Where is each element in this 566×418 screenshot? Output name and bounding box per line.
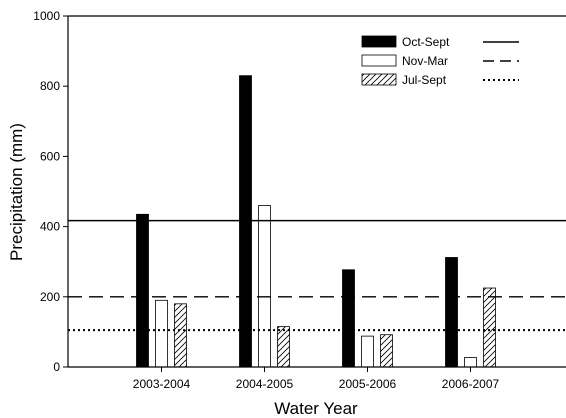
y-tick-label: 400 — [40, 220, 60, 234]
bar-nov-mar — [155, 299, 168, 368]
legend-label: Jul-Sept — [402, 73, 447, 87]
y-axis-title: Precipitation (mm) — [7, 123, 26, 261]
legend-swatch — [361, 54, 397, 67]
bar-oct-sept — [445, 257, 458, 368]
y-tick-label: 200 — [40, 290, 60, 304]
bar-jul-sept — [380, 334, 393, 368]
x-tick-label: 2004-2005 — [236, 377, 294, 391]
axes-group: 0 200 400 600 800 1000 2003-2004 2004-2005 2005-… — [33, 9, 566, 391]
bar-jul-sept — [483, 287, 496, 368]
bar-oct-sept — [136, 213, 149, 368]
x-tick-label: 2006-2007 — [442, 377, 500, 391]
bar-jul-sept — [174, 303, 187, 368]
bar-nov-mar — [361, 335, 374, 368]
legend-label: Oct-Sept — [402, 35, 450, 49]
legend-swatch — [361, 73, 397, 86]
bar-oct-sept — [342, 269, 355, 368]
x-tick-label: 2005-2006 — [339, 377, 397, 391]
reference-lines-group — [68, 219, 566, 332]
bar-nov-mar — [464, 357, 477, 368]
y-tick-label: 800 — [40, 79, 60, 93]
bars-group — [136, 75, 496, 368]
x-tick-label: 2003-2004 — [133, 377, 191, 391]
y-tick-label: 0 — [53, 360, 60, 374]
x-axis-title: Water Year — [274, 399, 358, 418]
bar-oct-sept — [239, 75, 252, 368]
y-tick-label: 600 — [40, 149, 60, 163]
bar-nov-mar — [258, 205, 271, 368]
legend: Oct-Sept Nov-Mar Jul-Sept — [361, 35, 519, 87]
bar-jul-sept — [277, 326, 290, 368]
legend-label: Nov-Mar — [402, 54, 448, 68]
legend-swatch — [361, 35, 397, 48]
y-tick-label: 1000 — [33, 9, 60, 23]
